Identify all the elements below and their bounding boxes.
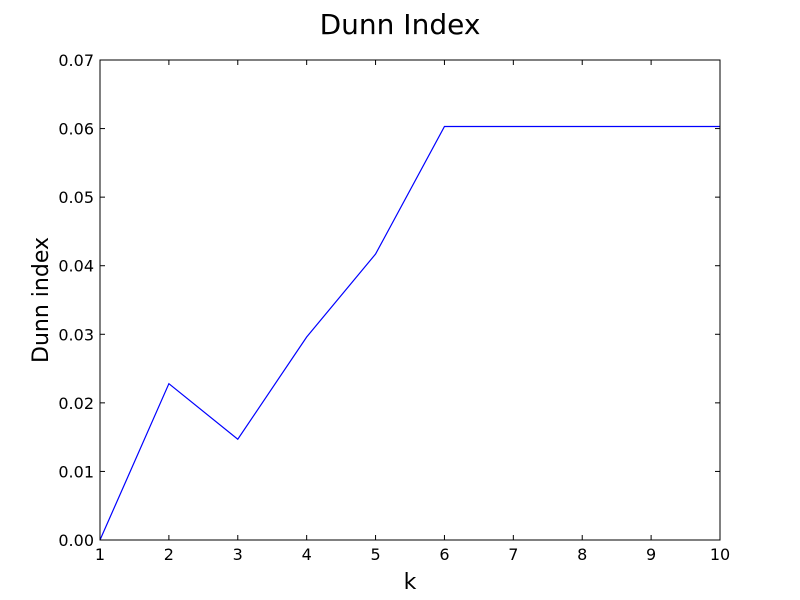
y-tick-label-0.02: 0.02 [58, 394, 94, 413]
x-tick-label-6: 6 [439, 545, 449, 564]
x-tick-label-9: 9 [646, 545, 656, 564]
y-tick-label-0.05: 0.05 [58, 188, 94, 207]
x-tick-label-2: 2 [164, 545, 174, 564]
chart-title: Dunn Index [320, 8, 481, 41]
series-line-0 [99, 125, 720, 541]
y-axis-label: Dunn index [29, 237, 54, 363]
x-tick-label-7: 7 [508, 545, 518, 564]
x-tick-label-1: 1 [95, 545, 105, 564]
x-tick-label-4: 4 [302, 545, 312, 564]
x-tick-label-3: 3 [233, 545, 243, 564]
series-layer [99, 125, 720, 541]
y-tick-label-0.00: 0.00 [58, 531, 94, 550]
x-tick-label-8: 8 [577, 545, 587, 564]
axis-ticks [99, 59, 721, 541]
y-tick-label-0.04: 0.04 [58, 257, 94, 276]
axis-tick-labels: 1 2 3 4 5 6 7 8 9 10 0.00 0.01 0.02 0.03 0.04 0.05 0.06 0… [58, 51, 730, 564]
plot-frame [99, 59, 721, 541]
x-axis-label: k [404, 570, 417, 595]
y-tick-label-0.06: 0.06 [58, 120, 94, 139]
x-tick-label-10: 10 [710, 545, 730, 564]
x-tick-label-5: 5 [370, 545, 380, 564]
y-tick-label-0.01: 0.01 [58, 462, 94, 481]
y-tick-label-0.03: 0.03 [58, 325, 94, 344]
y-tick-label-0.07: 0.07 [58, 51, 94, 70]
